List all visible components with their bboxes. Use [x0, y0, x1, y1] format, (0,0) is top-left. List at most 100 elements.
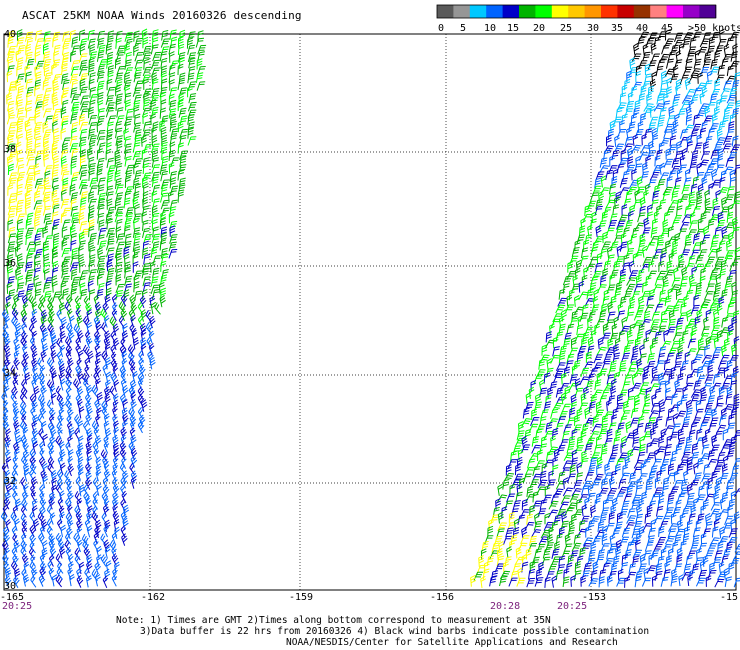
wind-barb — [658, 346, 667, 357]
wind-barb — [51, 169, 59, 181]
wind-barb — [531, 444, 541, 454]
wind-barb — [701, 473, 711, 483]
wind-barb — [503, 561, 509, 573]
wind-barb — [647, 535, 655, 546]
wind-barb — [595, 171, 605, 181]
wind-barb — [637, 121, 644, 133]
wind-barb — [715, 512, 722, 524]
wind-barb — [709, 93, 718, 104]
wind-barb — [717, 360, 727, 370]
wind-barb — [679, 487, 689, 498]
wind-barb — [624, 455, 631, 468]
wind-barb — [134, 113, 141, 125]
wind-barb — [587, 345, 595, 357]
wind-barb — [52, 280, 58, 293]
wind-barb — [94, 358, 101, 371]
wind-barb — [96, 71, 105, 83]
wind-barb — [16, 253, 23, 266]
wind-barb — [26, 156, 35, 167]
wind-barb — [508, 577, 518, 587]
wind-barb — [696, 196, 703, 209]
wind-barb — [79, 205, 86, 217]
wind-barb — [168, 162, 175, 174]
wind-barb — [91, 384, 99, 398]
wind-barb — [160, 38, 170, 48]
wind-barb — [78, 136, 87, 147]
wind-barb — [115, 163, 123, 174]
wind-barb — [491, 542, 500, 553]
wind-barb — [37, 511, 45, 525]
wind-barb — [137, 420, 145, 434]
wind-barb — [60, 524, 67, 538]
wind-barb — [639, 196, 646, 209]
wind-barb — [42, 98, 49, 111]
wind-barb — [85, 335, 93, 349]
wind-barb — [647, 417, 656, 428]
wind-barb — [672, 94, 681, 105]
wind-barb — [151, 72, 158, 84]
wind-barb — [619, 296, 627, 307]
wind-barb — [70, 283, 78, 294]
wind-barb — [101, 512, 108, 525]
wind-barb — [626, 571, 637, 581]
wind-barb — [79, 29, 86, 41]
wind-barb — [636, 64, 642, 77]
wind-barb — [590, 540, 597, 553]
wind-barb — [584, 234, 592, 245]
wind-barb — [488, 518, 494, 531]
wind-barb — [92, 477, 99, 490]
wind-barb — [22, 344, 28, 357]
wind-barb — [31, 301, 38, 314]
wind-barb — [134, 52, 144, 62]
wind-barb — [168, 249, 178, 259]
wind-barb — [673, 480, 683, 490]
wind-barb — [709, 269, 719, 279]
wind-barb — [139, 323, 147, 336]
wind-barb — [64, 476, 72, 490]
wind-barb — [169, 29, 177, 41]
wind-barb — [31, 435, 38, 448]
wind-barb — [646, 295, 654, 307]
wind-barb — [635, 570, 643, 581]
wind-barb — [32, 518, 40, 531]
note-line-2: 3)Data buffer is 22 hrs from 20160326 4)… — [140, 626, 650, 637]
wind-barb — [676, 547, 683, 560]
wind-barb — [119, 344, 127, 358]
wind-barb — [709, 158, 719, 168]
wind-barb — [146, 336, 153, 350]
wind-barb — [587, 484, 594, 497]
wind-barb — [668, 170, 677, 181]
wind-barb — [687, 229, 697, 239]
wind-barb — [25, 261, 33, 272]
wind-barb — [727, 152, 737, 162]
wind-barb — [150, 143, 160, 154]
wind-barb — [683, 444, 692, 455]
wind-barb — [101, 406, 108, 419]
wind-barb — [528, 568, 536, 580]
wind-barb — [624, 219, 634, 230]
lon-label-150: -15 — [720, 592, 738, 603]
colorbar-cell — [437, 5, 454, 18]
wind-barb — [559, 501, 569, 511]
wind-barb — [529, 560, 536, 573]
wind-barb — [80, 101, 89, 111]
wind-barb — [44, 220, 53, 231]
wind-barb — [124, 176, 131, 189]
wind-barb — [588, 401, 596, 413]
wind-barb — [661, 246, 668, 259]
wind-barb — [106, 177, 113, 189]
wind-barb — [705, 521, 713, 532]
wind-barb — [106, 51, 114, 63]
wind-barb — [535, 369, 546, 378]
wind-barb — [35, 94, 43, 105]
wind-barb — [168, 72, 176, 84]
wind-barb — [125, 207, 134, 217]
wind-barb — [79, 43, 86, 56]
wind-barb — [106, 198, 113, 210]
wind-barb — [726, 94, 737, 104]
wind-barb — [539, 416, 547, 427]
wind-barb — [730, 51, 738, 62]
wind-barb — [141, 74, 151, 84]
wind-barb — [714, 550, 723, 561]
wind-barb — [712, 347, 723, 356]
